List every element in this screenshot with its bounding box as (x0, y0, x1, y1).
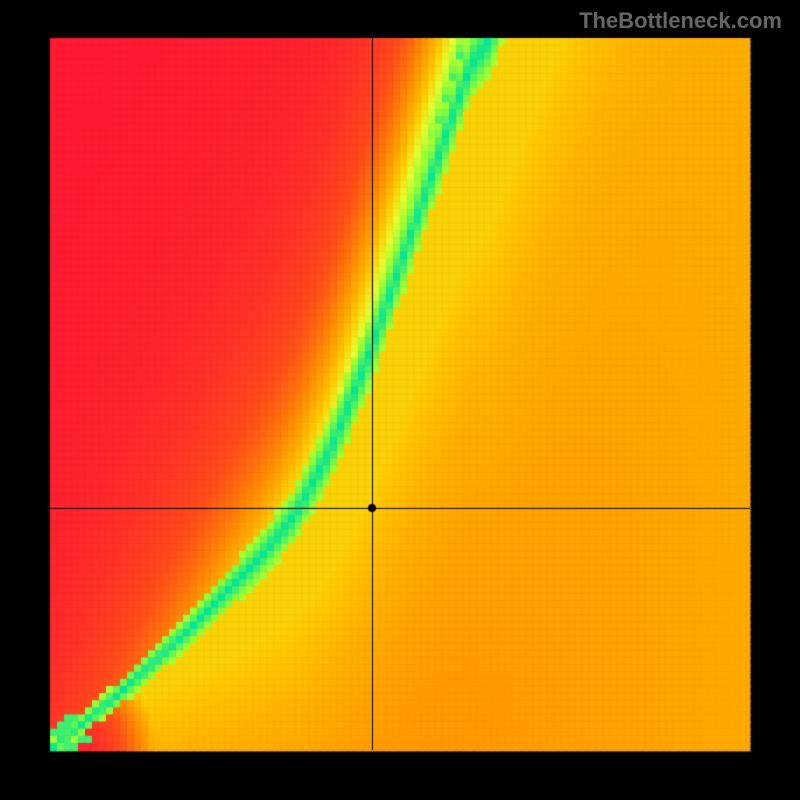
watermark-label: TheBottleneck.com (579, 8, 782, 34)
chart-container: TheBottleneck.com (0, 0, 800, 800)
heatmap-canvas (0, 0, 800, 800)
